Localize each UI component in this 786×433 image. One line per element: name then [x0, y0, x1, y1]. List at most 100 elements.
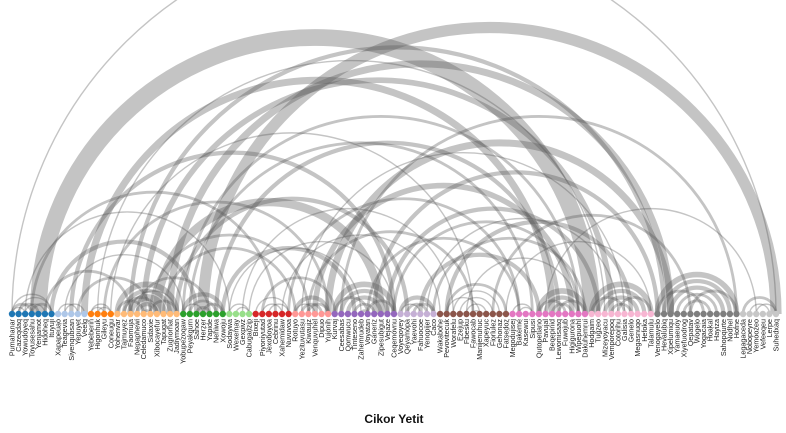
node-label: Lerpe	[765, 319, 774, 337]
node-label: Nodhel	[725, 319, 734, 342]
arc-link-55	[543, 295, 581, 315]
node-marker	[377, 310, 385, 318]
node-marker	[68, 310, 75, 318]
node-marker	[298, 310, 305, 318]
node-marker	[48, 310, 55, 318]
arc-link-45	[399, 303, 422, 315]
arc-link-89	[49, 239, 199, 315]
node-label: Fiorlulez	[488, 319, 497, 347]
node-marker	[423, 310, 431, 318]
node-marker	[562, 310, 569, 318]
node-label: Pumahanar	[8, 318, 17, 356]
node-label: Yenjamot	[34, 319, 43, 349]
arc-link-123	[544, 208, 757, 315]
node-label: Wakabohe	[436, 319, 445, 353]
node-label: Bixeji	[251, 319, 260, 337]
node-label: Jadiymoan	[172, 319, 181, 354]
arc-link-119	[148, 233, 310, 315]
node-label: Hidoheq	[40, 319, 49, 346]
arc-link-78	[80, 76, 556, 315]
node-label: Zipesubigut	[376, 319, 385, 356]
arc-link-85	[110, 132, 474, 315]
node-marker	[542, 310, 549, 318]
node-marker	[133, 310, 141, 318]
node-marker	[766, 310, 773, 318]
node-marker	[706, 310, 714, 318]
arc-link-54	[536, 288, 588, 315]
arc-link-44	[412, 302, 435, 315]
arc-link-38	[353, 302, 376, 315]
node-label: Ceqemovnu	[390, 319, 399, 358]
arc-link-52	[511, 303, 534, 315]
node-marker	[720, 310, 727, 318]
arc-link-0	[10, 302, 34, 315]
arc-link-29	[261, 303, 283, 315]
arc-link-106	[426, 217, 619, 315]
node-label: Yogacaia	[699, 319, 708, 348]
node-marker	[410, 310, 417, 318]
node-label: Yujonih	[324, 319, 333, 343]
node-label: Qepatav	[686, 319, 695, 347]
node-marker	[753, 310, 760, 318]
arc-link-120	[228, 247, 362, 315]
node-marker	[101, 310, 108, 318]
arc-link-31	[293, 295, 331, 315]
node-marker	[496, 310, 503, 318]
arc-link-94	[306, 230, 475, 315]
node-label: Jexoboyoa	[264, 319, 273, 354]
arc-link-103	[241, 208, 454, 315]
arc-link-110	[385, 206, 601, 315]
arc-link-47	[452, 290, 501, 315]
arc-link-40	[333, 296, 370, 315]
arc-link-73	[748, 303, 771, 315]
node-labels: PumahanarCazeqdaqYowudoyeqToyusesahuYenj…	[8, 318, 781, 364]
arc-link-63	[616, 296, 653, 315]
node-label: Yepuyet	[73, 319, 82, 345]
arc-link-48	[459, 296, 494, 315]
arc-link-17	[115, 299, 146, 315]
node-label: Coneugu	[106, 319, 115, 348]
arc-link-7	[57, 303, 79, 315]
node-label: Cotorihu	[613, 319, 622, 346]
arc-link-3	[24, 303, 46, 315]
node-label: Kiwaujz	[304, 319, 313, 344]
node-label: Hoakal	[706, 319, 715, 342]
node-marker	[74, 310, 82, 318]
node-label: Lewomisaaq	[554, 319, 563, 359]
arc-link-18	[148, 299, 179, 315]
node-label: Fibesku	[462, 319, 471, 344]
node-label: Galisia	[620, 319, 629, 341]
node-label: Genelo	[627, 319, 636, 342]
arc-link-102	[188, 141, 534, 315]
arc-link-35	[331, 281, 397, 315]
node-marker	[153, 310, 161, 318]
node-marker	[548, 310, 556, 318]
arc-link-33	[306, 302, 330, 315]
node-marker	[8, 310, 16, 318]
node-label: Wipepuohl	[574, 319, 583, 353]
arc-link-101	[128, 45, 667, 315]
arc-link-26	[228, 303, 250, 315]
node-marker	[318, 310, 325, 318]
node-label: Yaevohi	[409, 319, 418, 345]
node-marker	[621, 310, 628, 318]
node-label: Tajmuyez	[119, 319, 128, 350]
arc-link-115	[432, 236, 587, 315]
node-marker	[324, 310, 332, 318]
node-marker	[232, 310, 240, 318]
node-label: Yemoozeo	[752, 319, 761, 353]
node-marker	[292, 310, 299, 318]
node-marker	[364, 310, 371, 318]
node-marker	[160, 310, 167, 318]
arc-link-114	[301, 151, 626, 315]
node-marker	[87, 310, 95, 318]
node-label: Hevalubiq	[660, 319, 669, 351]
node-label: Higonhuk	[93, 319, 102, 350]
node-label: Talamulu	[646, 319, 655, 348]
node-label: Teagevia	[60, 319, 69, 348]
arc-link-1	[11, 293, 53, 315]
arc-link-64	[590, 296, 626, 315]
node-label: Nehiwa	[212, 319, 221, 343]
arc-link-93	[214, 140, 561, 315]
